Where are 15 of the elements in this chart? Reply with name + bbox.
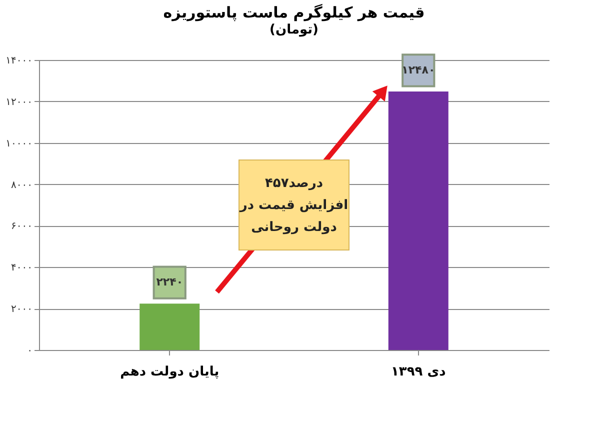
y-tick-label: ۱۰۰۰۰ xyxy=(6,138,32,150)
y-tick-label: ۲۰۰۰ xyxy=(11,304,32,316)
data-label: ۱۲۴۸۰ xyxy=(402,63,436,76)
y-tick-label: ۰ xyxy=(27,346,32,356)
data-label: ۲۲۴۰ xyxy=(156,276,184,289)
x-tick-label: دی ۱۳۹۹ xyxy=(390,364,446,380)
chart-title: قیمت هر کیلوگرم ماست پاستوریزه xyxy=(163,4,425,22)
annotation: ۴۵۷درصد افزایش قیمت در دولت روحانی xyxy=(238,176,348,235)
y-tick-label: ۴۰۰۰ xyxy=(11,262,32,274)
y-tick-label: ۶۰۰۰ xyxy=(11,221,32,232)
y-tick-label: ۱۴۰۰۰ xyxy=(6,56,32,66)
y-tick-label: ۱۲۰۰۰ xyxy=(6,96,32,108)
x-tick-label: پایان دولت دهم xyxy=(120,364,220,380)
chart-subtitle: (تومان) xyxy=(270,22,318,38)
y-tick-label: ۸۰۰۰ xyxy=(11,180,32,191)
